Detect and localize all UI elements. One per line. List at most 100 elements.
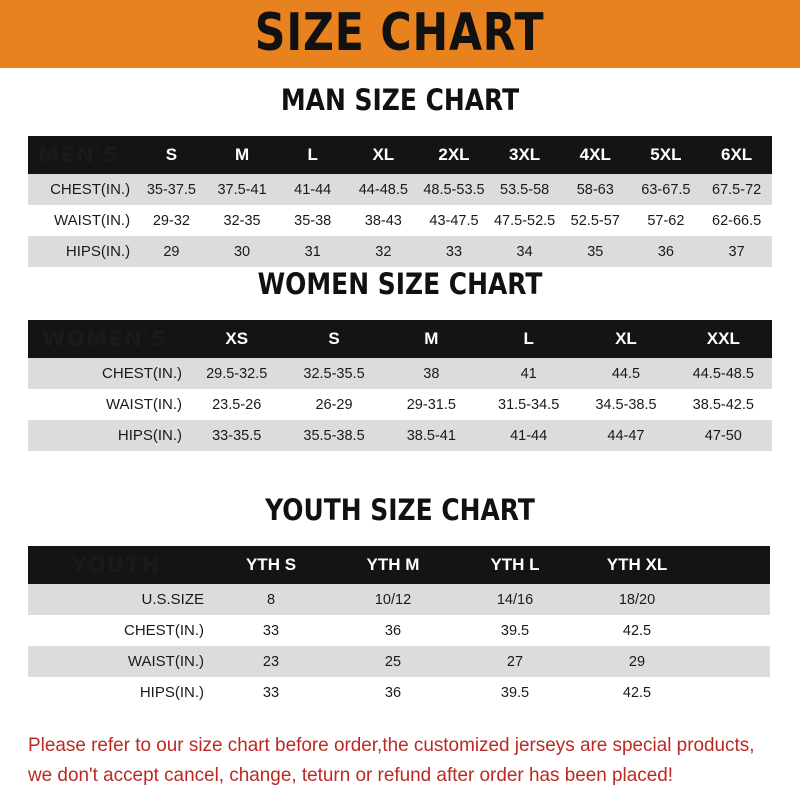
measurement-cell: 31.5-34.5 — [498, 396, 560, 413]
women-size-column-header: S — [328, 329, 340, 348]
measurement-cell: 57-62 — [647, 212, 685, 229]
measurement-cell: 38-43 — [364, 212, 402, 229]
measurement-cell: 36 — [384, 684, 402, 701]
measurement-cell: 41-44 — [294, 181, 332, 198]
measurement-cell: 38.5-41 — [406, 427, 456, 444]
youth-size-table: YOUTH YTH S YTH M YTH L YTH XL U.S.SIZE 8 10/12… — [28, 546, 770, 708]
women-size-column-header: XXL — [706, 329, 740, 348]
table-row: U.S.SIZE 8 10/12 14/16 18/20 — [28, 584, 770, 615]
measurement-cell: 34 — [516, 243, 533, 260]
measurement-cell-empty — [698, 615, 770, 646]
measurement-cell-empty — [698, 646, 770, 677]
youth-section-title: YOUTH SIZE CHART — [265, 493, 535, 527]
measurement-cell-empty — [698, 677, 770, 708]
women-size-column-header: XL — [615, 329, 637, 348]
man-section-title: MAN SIZE CHART — [280, 83, 520, 117]
measurement-cell: 44-47 — [607, 427, 645, 444]
measurement-cell: 44-48.5 — [358, 181, 408, 198]
measurement-cell: 27 — [506, 653, 524, 670]
youth-size-column-header: YTH XL — [606, 555, 668, 574]
measurement-cell: 42.5 — [622, 684, 652, 701]
measurement-cell: 33 — [262, 684, 280, 701]
measurement-cell: 47.5-52.5 — [493, 212, 556, 229]
measurement-cell: 39.5 — [500, 684, 530, 701]
measurement-cell: 29 — [628, 653, 646, 670]
measurement-cell: 30 — [233, 243, 251, 260]
women-row-label: WAIST(IN.) — [105, 396, 183, 413]
measurement-cell: 29 — [163, 243, 180, 260]
measurement-cell: 52.5-57 — [570, 212, 620, 229]
measurement-cell: 34.5-38.5 — [595, 396, 657, 413]
measurement-cell: 29-31.5 — [406, 396, 456, 413]
page-title: SIZE CHART — [255, 3, 545, 63]
youth-size-column-header: YTH L — [490, 555, 540, 574]
measurement-cell: 39.5 — [500, 622, 530, 639]
measurement-cell: 67.5-72 — [712, 181, 762, 198]
youth-row-label: HIPS(IN.) — [139, 684, 204, 701]
measurement-cell: 32 — [375, 243, 392, 260]
measurement-cell-empty — [698, 584, 770, 615]
measurement-cell: 32.5-35.5 — [303, 365, 365, 382]
table-row: HIPS(IN.) 33 36 39.5 42.5 — [28, 677, 770, 708]
youth-row-label: U.S.SIZE — [141, 591, 204, 608]
youth-size-column-header: YTH S — [245, 555, 297, 574]
measurement-cell: 25 — [384, 653, 402, 670]
men-row-label: WAIST(IN.) — [53, 212, 131, 229]
measurement-cell: 58-63 — [576, 181, 614, 198]
women-size-column-header: XS — [225, 329, 249, 348]
measurement-cell: 53.5-58 — [500, 181, 550, 198]
men-table-header-label: MEN'S — [38, 143, 120, 167]
youth-row-label: WAIST(IN.) — [127, 653, 204, 670]
measurement-cell: 48.5-53.5 — [423, 181, 485, 198]
measurement-cell: 42.5 — [622, 622, 652, 639]
measurement-cell: 38 — [423, 365, 440, 382]
men-table-header-row: MEN'S S M L XL 2XL 3XL 4XL 5XL 6XL — [28, 136, 772, 174]
measurement-cell: 14/16 — [496, 591, 534, 608]
measurement-cell: 63-67.5 — [641, 181, 691, 198]
men-size-column-header: 2XL — [438, 145, 470, 164]
measurement-cell: 32-35 — [223, 212, 261, 229]
women-size-table: WOMEN'S XS S M L XL XXL CHEST(IN.) 29.5-32.5 32.5… — [28, 320, 772, 451]
youth-row-label: CHEST(IN.) — [124, 622, 204, 639]
measurement-cell: 35-37.5 — [146, 181, 196, 198]
men-row-label: CHEST(IN.) — [50, 181, 131, 198]
youth-size-column-header: YTH M — [366, 555, 420, 574]
women-row-label: HIPS(IN.) — [117, 427, 183, 444]
measurement-cell: 41 — [520, 365, 537, 382]
men-size-column-header: 4XL — [579, 145, 611, 164]
women-size-column-header: M — [424, 329, 439, 348]
table-row: HIPS(IN.) 29 30 31 32 33 34 35 36 37 — [28, 236, 772, 267]
measurement-cell: 23.5-26 — [212, 396, 262, 413]
measurement-cell: 38.5-42.5 — [692, 396, 754, 413]
measurement-cell: 26-29 — [315, 396, 353, 413]
measurement-cell: 37 — [728, 243, 745, 260]
table-row: WAIST(IN.) 29-32 32-35 35-38 38-43 43-47.5 47.… — [28, 205, 772, 236]
measurement-cell: 41-44 — [510, 427, 548, 444]
women-table-header-label: WOMEN'S — [42, 327, 168, 351]
men-row-label: HIPS(IN.) — [65, 243, 131, 260]
measurement-cell: 44.5-48.5 — [692, 365, 754, 382]
table-row: CHEST(IN.) 29.5-32.5 32.5-35.5 38 41 44.5 44.5… — [28, 358, 772, 389]
measurement-cell: 10/12 — [374, 591, 412, 608]
table-row: WAIST(IN.) 23.5-26 26-29 29-31.5 31.5-34.5 34… — [28, 389, 772, 420]
women-table-header-row: WOMEN'S XS S M L XL XXL — [28, 320, 772, 358]
men-size-column-header: S — [165, 145, 178, 164]
footer-note: Please refer to our size chart before or… — [28, 730, 757, 790]
men-size-column-header: 3XL — [509, 145, 541, 164]
women-section-title: WOMEN SIZE CHART — [257, 267, 543, 301]
women-size-column-header: L — [523, 329, 534, 348]
men-size-column-header: 5XL — [650, 145, 682, 164]
measurement-cell: 43-47.5 — [429, 212, 479, 229]
women-row-label: CHEST(IN.) — [102, 365, 183, 382]
table-row: HIPS(IN.) 33-35.5 35.5-38.5 38.5-41 41-44 44-… — [28, 420, 772, 451]
measurement-cell: 37.5-41 — [217, 181, 267, 198]
youth-table-header-label: YOUTH — [71, 553, 161, 577]
measurement-cell: 47-50 — [704, 427, 742, 444]
measurement-cell: 33-35.5 — [212, 427, 262, 444]
measurement-cell: 29.5-32.5 — [206, 365, 268, 382]
measurement-cell: 44.5 — [611, 365, 641, 382]
measurement-cell: 29-32 — [152, 212, 190, 229]
measurement-cell: 36 — [657, 243, 674, 260]
table-row: CHEST(IN.) 33 36 39.5 42.5 — [28, 615, 770, 646]
